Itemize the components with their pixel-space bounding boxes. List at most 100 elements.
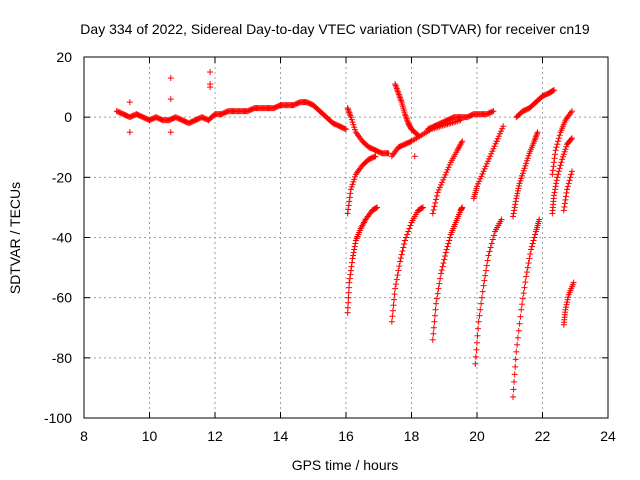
- data-point-interp: [405, 228, 412, 235]
- data-point-interp: [511, 207, 518, 214]
- data-point-interp: [472, 353, 479, 360]
- data-point-interp: [528, 243, 535, 250]
- data-point-interp: [394, 272, 401, 279]
- data-point-interp: [562, 304, 569, 311]
- data-point: [434, 189, 441, 196]
- data-point: [167, 129, 174, 136]
- data-point: [568, 135, 575, 142]
- data-point-interp: [512, 363, 519, 370]
- data-point-interp: [486, 248, 493, 255]
- data-point: [347, 186, 354, 193]
- data-point: [437, 270, 444, 277]
- data-point-interp: [352, 173, 359, 180]
- data-point: [397, 258, 404, 265]
- data-point-interp: [352, 126, 359, 133]
- data-point-interp: [346, 284, 353, 291]
- data-point: [570, 279, 577, 286]
- data-point: [518, 306, 525, 313]
- data-point: [521, 165, 528, 172]
- data-point-interp: [483, 262, 490, 269]
- x-tick-label: 20: [469, 428, 485, 444]
- x-tick-label: 14: [273, 428, 289, 444]
- data-point: [472, 360, 479, 367]
- data-point-interp: [479, 288, 486, 295]
- data-point: [347, 114, 354, 121]
- data-point-interp: [437, 181, 444, 188]
- data-point-interp: [514, 187, 521, 194]
- data-point-interp: [444, 166, 451, 173]
- data-point: [523, 273, 530, 280]
- data-point: [474, 183, 480, 190]
- data-point: [126, 129, 133, 136]
- data-point-interp: [401, 241, 408, 248]
- data-point-interp: [442, 253, 449, 260]
- data-point-interp: [557, 162, 564, 169]
- data-point-interp: [433, 196, 440, 203]
- data-point-interp: [551, 155, 558, 162]
- data-point: [385, 150, 392, 157]
- data-point-interp: [563, 189, 570, 196]
- data-point: [207, 84, 214, 91]
- data-point: [560, 207, 567, 214]
- data-point: [559, 156, 566, 163]
- data-point-interp: [434, 290, 441, 297]
- data-point-interp: [527, 251, 534, 258]
- data-point: [516, 180, 523, 187]
- data-point: [349, 255, 356, 262]
- data-point-interp: [430, 206, 437, 213]
- data-point: [498, 216, 505, 223]
- data-point-interp: [406, 225, 413, 232]
- data-point-interp: [474, 332, 481, 339]
- data-point-interp: [498, 128, 505, 135]
- data-point-interp: [499, 125, 506, 132]
- data-point-interp: [431, 203, 438, 210]
- data-point-interp: [513, 192, 520, 199]
- data-point-interp: [487, 244, 494, 251]
- data-points: [113, 69, 577, 400]
- data-point-interp: [481, 165, 488, 172]
- data-point-interp: [393, 276, 400, 283]
- data-point-interp: [495, 133, 502, 140]
- data-point-interp: [443, 246, 450, 253]
- data-point-interp: [559, 153, 566, 160]
- data-point-interp: [483, 267, 490, 274]
- data-point-interp: [553, 177, 560, 184]
- data-point-interp: [511, 378, 518, 385]
- data-point-interp: [520, 167, 527, 174]
- data-point: [550, 87, 557, 94]
- data-point: [536, 216, 543, 223]
- data-point-interp: [552, 186, 559, 193]
- data-point: [429, 210, 436, 217]
- data-point-interp: [474, 339, 480, 346]
- data-point: [429, 336, 436, 343]
- data-point-interp: [532, 231, 539, 238]
- data-point-interp: [433, 192, 440, 199]
- data-point-interp: [512, 201, 519, 208]
- data-point-interp: [349, 119, 356, 126]
- data-point-interp: [490, 232, 497, 239]
- data-point: [534, 129, 541, 136]
- data-point: [568, 168, 575, 175]
- data-point-interp: [436, 184, 443, 191]
- data-point-interp: [351, 243, 358, 250]
- data-point: [487, 153, 494, 160]
- data-point: [568, 108, 575, 115]
- grid: [84, 57, 608, 418]
- data-point: [344, 309, 351, 316]
- data-point-interp: [561, 203, 568, 210]
- data-point-interp: [516, 320, 523, 327]
- data-point-interp: [511, 204, 518, 211]
- data-point-interp: [565, 180, 572, 187]
- data-point-interp: [348, 183, 355, 190]
- data-point: [549, 171, 556, 178]
- data-point-interp: [441, 256, 448, 263]
- data-point-interp: [432, 199, 439, 206]
- data-point-interp: [341, 125, 348, 132]
- data-point-interp: [391, 296, 398, 303]
- data-point-interp: [348, 263, 355, 270]
- data-point: [392, 285, 399, 292]
- data-point-interp: [553, 144, 560, 151]
- data-point-interp: [373, 204, 380, 211]
- data-point-interp: [561, 148, 568, 155]
- y-tick-label: -100: [44, 410, 72, 426]
